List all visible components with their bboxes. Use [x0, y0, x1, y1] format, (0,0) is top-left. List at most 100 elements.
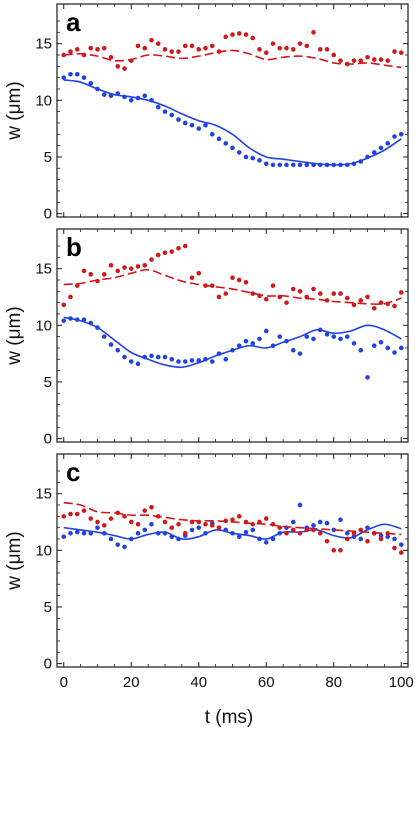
data-point	[189, 275, 195, 281]
data-point	[257, 47, 262, 52]
panel-a: 0 5 10 15 w (μm) a	[4, 3, 409, 223]
data-point	[196, 525, 202, 530]
data-point	[196, 126, 202, 131]
series-points	[61, 30, 404, 71]
data-point	[304, 43, 310, 49]
data-point	[115, 347, 121, 353]
panel-c: 0 5 10 15 0 20 40 60 80 100 w (μm) c	[4, 453, 414, 691]
data-point	[189, 527, 195, 533]
data-point	[378, 145, 384, 151]
panel-label: b	[66, 232, 82, 262]
data-point	[223, 291, 229, 296]
series-dashed-line	[63, 268, 402, 306]
x-tick-label: 20	[123, 674, 140, 691]
data-point	[385, 58, 391, 63]
data-point	[398, 131, 404, 137]
data-point	[398, 290, 404, 295]
data-point	[68, 71, 73, 77]
data-point	[324, 520, 330, 526]
y-axis-label: w (μm)	[4, 531, 25, 590]
data-point	[365, 54, 370, 60]
data-point	[338, 291, 343, 296]
data-point	[162, 109, 168, 114]
data-point	[351, 58, 357, 63]
data-point	[378, 339, 384, 345]
data-point	[142, 45, 148, 51]
data-point	[331, 548, 337, 553]
y-tick-label: 0	[44, 431, 52, 448]
data-point	[365, 375, 370, 380]
data-point	[243, 32, 249, 37]
y-axis-label: w (μm)	[4, 306, 25, 365]
data-point	[284, 45, 289, 51]
data-point	[61, 75, 67, 80]
x-tick-label: 80	[325, 674, 342, 691]
data-point	[61, 514, 67, 519]
data-point	[74, 529, 80, 535]
data-point	[230, 32, 235, 37]
data-point	[398, 50, 404, 56]
data-point	[189, 358, 195, 363]
data-point	[392, 134, 397, 139]
data-point	[257, 158, 262, 163]
data-point	[392, 49, 397, 54]
data-point	[304, 334, 310, 339]
data-point	[135, 531, 141, 536]
data-point	[378, 57, 384, 62]
data-point	[317, 531, 323, 536]
data-point	[203, 122, 208, 128]
data-point	[142, 527, 148, 533]
data-point	[344, 536, 350, 542]
data-point	[61, 318, 67, 324]
data-point	[297, 162, 303, 168]
data-point	[81, 531, 87, 536]
data-point	[392, 536, 397, 542]
data-point	[230, 145, 235, 151]
plot-frame	[56, 453, 409, 668]
data-point	[358, 536, 364, 542]
data-point	[182, 120, 188, 126]
data-point	[128, 519, 134, 525]
data-point	[304, 527, 310, 533]
data-point	[223, 141, 229, 146]
series-points	[61, 504, 404, 555]
data-point	[81, 268, 87, 274]
data-point	[209, 131, 215, 137]
data-point	[128, 359, 134, 364]
data-point	[270, 41, 276, 46]
series-points	[61, 71, 404, 168]
y-axis-label: w (μm)	[4, 81, 25, 140]
series-solid-line	[63, 79, 402, 166]
data-point	[101, 272, 107, 277]
data-point	[95, 47, 100, 52]
data-point	[250, 155, 256, 161]
data-point	[311, 286, 316, 292]
panel-b: 0 5 10 15 w (μm) b	[4, 228, 409, 448]
panel-label: c	[66, 457, 80, 487]
data-point	[324, 332, 330, 337]
data-point	[263, 296, 269, 302]
data-point	[149, 257, 154, 262]
data-point	[122, 265, 127, 270]
data-point	[371, 343, 377, 348]
data-point	[122, 544, 127, 550]
data-point	[290, 519, 296, 525]
data-point	[263, 540, 269, 545]
data-point	[176, 117, 181, 122]
data-point	[196, 47, 202, 52]
data-point	[243, 279, 249, 285]
x-axis-label: t (ms)	[205, 707, 254, 728]
data-point	[149, 521, 154, 527]
data-point	[88, 81, 94, 86]
data-point	[263, 50, 269, 56]
data-point	[115, 542, 121, 547]
data-point	[236, 514, 242, 519]
data-point	[115, 268, 121, 274]
data-point	[101, 334, 107, 339]
data-point	[216, 294, 222, 300]
data-point	[250, 527, 256, 533]
data-point	[243, 154, 249, 160]
data-point	[108, 262, 114, 268]
